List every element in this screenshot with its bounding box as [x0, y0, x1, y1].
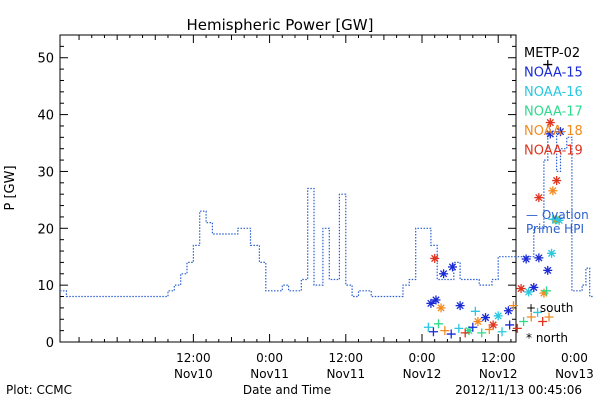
legend-ovation-label: — Ovation [526, 208, 589, 222]
north-point-asterisk [534, 193, 544, 203]
north-point-asterisk [431, 295, 441, 305]
south-point-plus [541, 286, 551, 296]
south-point-plus [548, 214, 558, 224]
south-point-plus [519, 317, 529, 327]
south-point-plus [477, 328, 487, 338]
x-axis-label: Date and Time [243, 383, 331, 397]
south-point-plus [423, 322, 433, 332]
legend-entry: METP-02 [524, 46, 580, 61]
south-point-plus [512, 323, 522, 333]
x-tick-label-date: Nov10 [174, 367, 213, 381]
south-point-plus [526, 312, 536, 322]
north-point-asterisk [521, 254, 531, 264]
north-point-asterisk [493, 311, 503, 321]
north-point-asterisk [455, 301, 465, 311]
x-tick-label-date: Nov12 [479, 367, 518, 381]
chart-title: Hemispheric Power [GW] [187, 16, 374, 34]
south-point-plus [508, 301, 518, 311]
ovation-prime-hpi-line [60, 131, 594, 298]
north-point-asterisk [516, 284, 526, 294]
north-point-asterisk [529, 282, 539, 292]
x-tick-label-date: Nov12 [403, 367, 442, 381]
x-tick-label-time: 0:00 [409, 351, 436, 365]
north-point-asterisk [554, 215, 564, 225]
y-tick-label: 50 [37, 52, 54, 67]
north-point-asterisk [473, 317, 483, 327]
north-point-asterisk [436, 303, 446, 313]
ovation-step-line [60, 187, 515, 298]
plot-source-label: Plot: CCMC [6, 383, 72, 397]
timestamp-label: 2012/11/13 00:45:06 [455, 383, 582, 397]
south-point-plus [446, 329, 456, 339]
north-point-asterisk [439, 269, 449, 279]
legend: METP-02 NOAA-15 NOAA-16 NOAA-17 NOAA-18 NOAA-… [524, 46, 589, 345]
north-point-asterisk [555, 127, 565, 137]
north-point-asterisk [548, 186, 558, 196]
north-point-asterisk [426, 298, 436, 308]
x-tick-label-time: 0:00 [256, 351, 283, 365]
south-point-plus [538, 317, 548, 327]
north-point-asterisk [543, 265, 553, 275]
north-point-asterisk [447, 262, 457, 272]
south-point-plus [484, 324, 494, 334]
legend-entry: NOAA-19 [524, 144, 583, 159]
legend-entry: NOAA-17 [524, 105, 583, 120]
south-point-plus [470, 306, 480, 316]
north-point-asterisk [545, 118, 555, 128]
legend-south-label: + south [526, 301, 573, 315]
y-tick-label: 40 [37, 109, 54, 124]
south-point-plus [533, 307, 543, 317]
satellite-points [423, 60, 565, 339]
y-tick-label: 30 [37, 165, 54, 180]
south-point-plus [460, 328, 470, 338]
x-tick-label-date: Nov11 [326, 367, 365, 381]
north-point-asterisk [547, 248, 557, 258]
south-point-plus [543, 60, 553, 70]
south-point-plus [454, 323, 464, 333]
south-point-plus [468, 322, 478, 332]
south-point-plus [428, 327, 438, 337]
axis-ticks: 0 10 20 30 40 50 12:00 Nov10 0:00 Nov11 12:00 Nov11… [37, 35, 594, 381]
north-point-asterisk [481, 313, 491, 323]
legend-entry: NOAA-16 [524, 85, 583, 100]
x-tick-label-time: 0:00 [561, 351, 588, 365]
x-tick-label-date: Nov13 [555, 367, 594, 381]
legend-north-label: * north [526, 331, 568, 345]
y-tick-label: 10 [37, 279, 54, 294]
south-point-plus [434, 319, 444, 329]
x-tick-label-time: 12:00 [176, 351, 211, 365]
north-point-asterisk [503, 306, 513, 316]
x-tick-label-date: Nov11 [250, 367, 289, 381]
y-axis-label: P [GW] [3, 165, 18, 210]
y-tick-label: 0 [46, 336, 54, 351]
y-tick-label: 20 [37, 222, 54, 237]
plot-frame [59, 34, 517, 343]
legend-ovation-label-2: Prime HPI [526, 222, 584, 236]
north-point-asterisk [534, 253, 544, 263]
legend-entry: NOAA-18 [524, 124, 583, 139]
x-tick-label-time: 12:00 [481, 351, 516, 365]
x-tick-label-time: 12:00 [328, 351, 363, 365]
legend-entry: NOAA-15 [524, 66, 583, 81]
north-point-asterisk [488, 320, 498, 330]
south-point-plus [544, 312, 554, 322]
south-point-plus [497, 327, 507, 337]
south-point-plus [440, 326, 450, 336]
north-point-asterisk [552, 176, 562, 186]
north-point-asterisk [545, 129, 555, 139]
south-point-plus [505, 320, 515, 330]
north-point-asterisk [430, 253, 440, 263]
